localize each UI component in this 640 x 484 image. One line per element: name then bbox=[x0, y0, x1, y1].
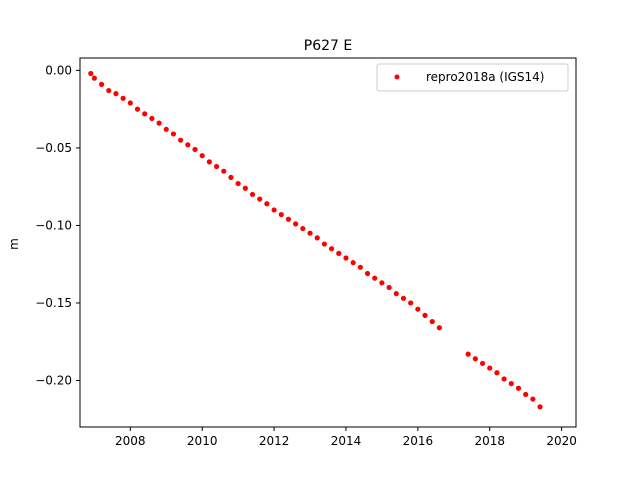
data-point bbox=[300, 225, 306, 232]
data-point bbox=[242, 185, 248, 191]
data-point bbox=[206, 159, 212, 165]
x-tick-label: 2020 bbox=[546, 434, 577, 448]
data-point bbox=[537, 404, 543, 410]
data-point bbox=[343, 255, 349, 261]
data-point bbox=[257, 196, 263, 202]
data-point bbox=[372, 275, 378, 281]
data-point bbox=[278, 211, 284, 218]
data-point bbox=[479, 360, 486, 367]
data-point bbox=[293, 221, 299, 227]
data-point bbox=[178, 137, 184, 143]
data-point bbox=[364, 270, 371, 277]
legend-marker bbox=[394, 74, 400, 80]
data-point bbox=[106, 87, 112, 94]
x-tick-label: 2008 bbox=[115, 434, 146, 448]
data-point bbox=[285, 216, 292, 222]
chart-title: P627 E bbox=[304, 38, 352, 54]
data-point bbox=[170, 131, 177, 137]
y-tick-label: −0.15 bbox=[35, 296, 72, 310]
data-point bbox=[400, 295, 407, 301]
data-point bbox=[328, 246, 335, 252]
data-point bbox=[472, 356, 478, 362]
legend-label: repro2018a (IGS14) bbox=[426, 70, 544, 84]
data-point bbox=[386, 284, 392, 291]
data-point bbox=[314, 235, 320, 241]
plot-frame bbox=[79, 57, 577, 428]
data-point bbox=[465, 351, 471, 357]
x-tick-label: 2018 bbox=[474, 434, 505, 448]
data-point bbox=[307, 230, 313, 236]
data-point bbox=[221, 168, 227, 174]
data-point bbox=[336, 250, 342, 256]
y-tick-label: −0.05 bbox=[35, 141, 72, 155]
data-point bbox=[487, 365, 493, 371]
y-tick-label: 0.00 bbox=[45, 63, 72, 77]
data-point bbox=[357, 264, 363, 270]
data-point bbox=[436, 325, 443, 331]
data-point bbox=[213, 163, 220, 170]
legend-box bbox=[376, 63, 569, 92]
data-point bbox=[515, 385, 522, 391]
data-point bbox=[149, 115, 155, 122]
axes: 2008 2010 2012 2014 2016 2018 2020 0.00 −0.05 −0.… bbox=[35, 57, 577, 448]
x-tick-label: 2014 bbox=[331, 434, 362, 448]
data-point bbox=[350, 260, 356, 266]
data-point bbox=[88, 70, 94, 77]
data-point bbox=[508, 380, 514, 387]
data-point bbox=[422, 312, 428, 318]
y-tick-label: −0.10 bbox=[35, 218, 72, 232]
data-point bbox=[429, 318, 435, 325]
data-point bbox=[98, 81, 105, 87]
data-point bbox=[530, 396, 536, 402]
data-point bbox=[199, 153, 205, 159]
y-tick-label: −0.20 bbox=[35, 373, 72, 387]
data-point bbox=[494, 370, 500, 376]
x-tick-label: 2012 bbox=[259, 434, 290, 448]
legend: repro2018a (IGS14) bbox=[376, 63, 569, 92]
data-point bbox=[134, 106, 141, 112]
data-point bbox=[249, 191, 256, 198]
data-point bbox=[264, 201, 270, 207]
data-point bbox=[408, 300, 414, 306]
data-points bbox=[88, 70, 543, 410]
data-point bbox=[127, 100, 133, 106]
data-point bbox=[235, 180, 241, 187]
data-point bbox=[142, 111, 148, 117]
data-point bbox=[91, 75, 97, 81]
data-point bbox=[156, 120, 162, 126]
y-axis-label: m bbox=[7, 238, 21, 250]
data-point bbox=[271, 207, 277, 213]
data-point bbox=[321, 241, 328, 247]
x-tick-label: 2010 bbox=[187, 434, 218, 448]
x-tick-label: 2016 bbox=[403, 434, 434, 448]
data-point bbox=[120, 95, 126, 101]
data-point bbox=[415, 306, 421, 312]
data-point bbox=[501, 376, 507, 382]
data-point bbox=[185, 142, 191, 148]
data-point bbox=[228, 174, 234, 180]
data-point bbox=[192, 146, 198, 153]
data-point bbox=[379, 280, 385, 286]
data-point bbox=[523, 391, 529, 398]
data-point bbox=[113, 91, 119, 97]
data-point bbox=[393, 291, 399, 297]
data-point bbox=[163, 126, 169, 132]
